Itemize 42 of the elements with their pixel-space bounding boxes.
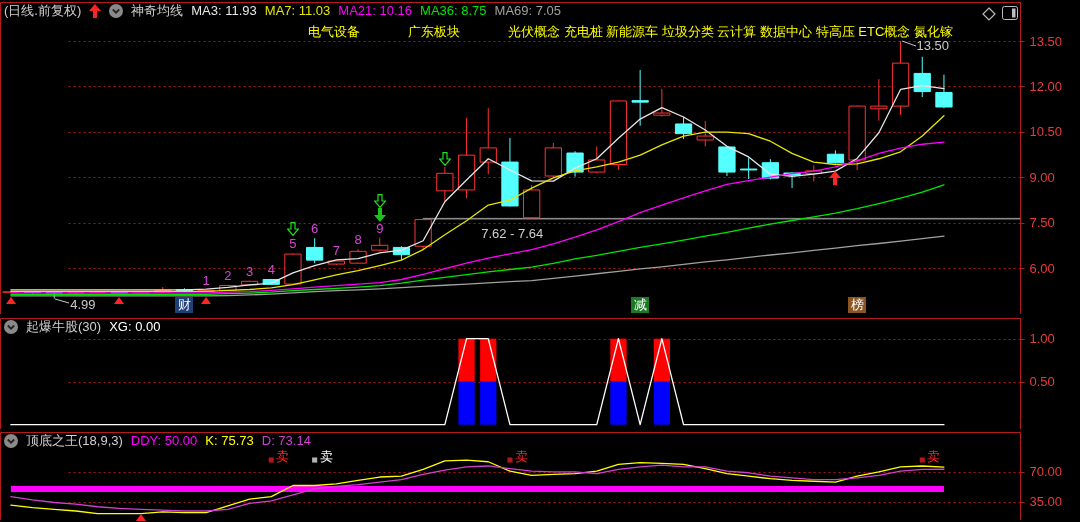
y-tick-label: 10.50 (1029, 124, 1063, 140)
text: XG: 0.00 (109, 319, 161, 334)
text: MA36: 8.75 (420, 3, 487, 18)
band-label: 7.62 - 7.64 (481, 225, 544, 241)
ref-line-label: DDY: 50.00 (130, 433, 198, 448)
text: 4.99 (70, 296, 96, 312)
chart-subtitle: 神奇均线 (131, 3, 184, 18)
text: D: 73.14 (261, 433, 311, 448)
y-tick-label: 0.50 (1029, 374, 1055, 390)
chart-title: 顶底之王(18,9,3) (26, 433, 123, 448)
data-label: 卖 (319, 449, 333, 465)
text: 8 (354, 232, 362, 248)
annotation: 电气设备 (308, 24, 360, 39)
text: 9 (376, 220, 384, 236)
data-label: 卖 (927, 449, 941, 465)
text: 6 (311, 221, 319, 237)
y-tick-label: 1.00 (1029, 331, 1055, 347)
chart-title: (日线.前复权) (4, 3, 82, 18)
data-label: 卖 (514, 449, 528, 465)
y-tick-label: 7.50 (1029, 215, 1055, 231)
y-tick-label: 9.00 (1029, 169, 1055, 185)
annotation: 光伏概念 充电桩 新能源车 垃圾分类 云计算 数据中心 特高压 ETC概念 氮化镓 (508, 24, 953, 39)
text: MA3: 11.93 (191, 3, 257, 18)
text: 1 (202, 272, 210, 288)
chart-title: 起爆牛股(30) (26, 319, 102, 334)
data-label: 卖 (276, 449, 290, 465)
y-tick-label: 12.00 (1029, 78, 1063, 94)
text: K: 75.73 (205, 433, 254, 448)
text: MA7: 11.03 (264, 3, 331, 18)
text: 3 (245, 263, 254, 279)
text: 13.50 (916, 38, 950, 54)
text: 2 (224, 267, 232, 283)
y-tick-label: 6.00 (1029, 260, 1055, 276)
y-tick-label: 13.50 (1029, 33, 1063, 49)
text: 4 (267, 261, 275, 277)
text: 7 (332, 243, 340, 259)
text: 5 (289, 236, 297, 252)
annotation: 广东板块 (408, 24, 460, 39)
y-tick-label: 70.00 (1029, 464, 1063, 480)
text: MA21: 10.16 (338, 3, 413, 18)
y-tick-label: 35.00 (1029, 494, 1063, 510)
text: MA69: 7.05 (494, 3, 562, 18)
